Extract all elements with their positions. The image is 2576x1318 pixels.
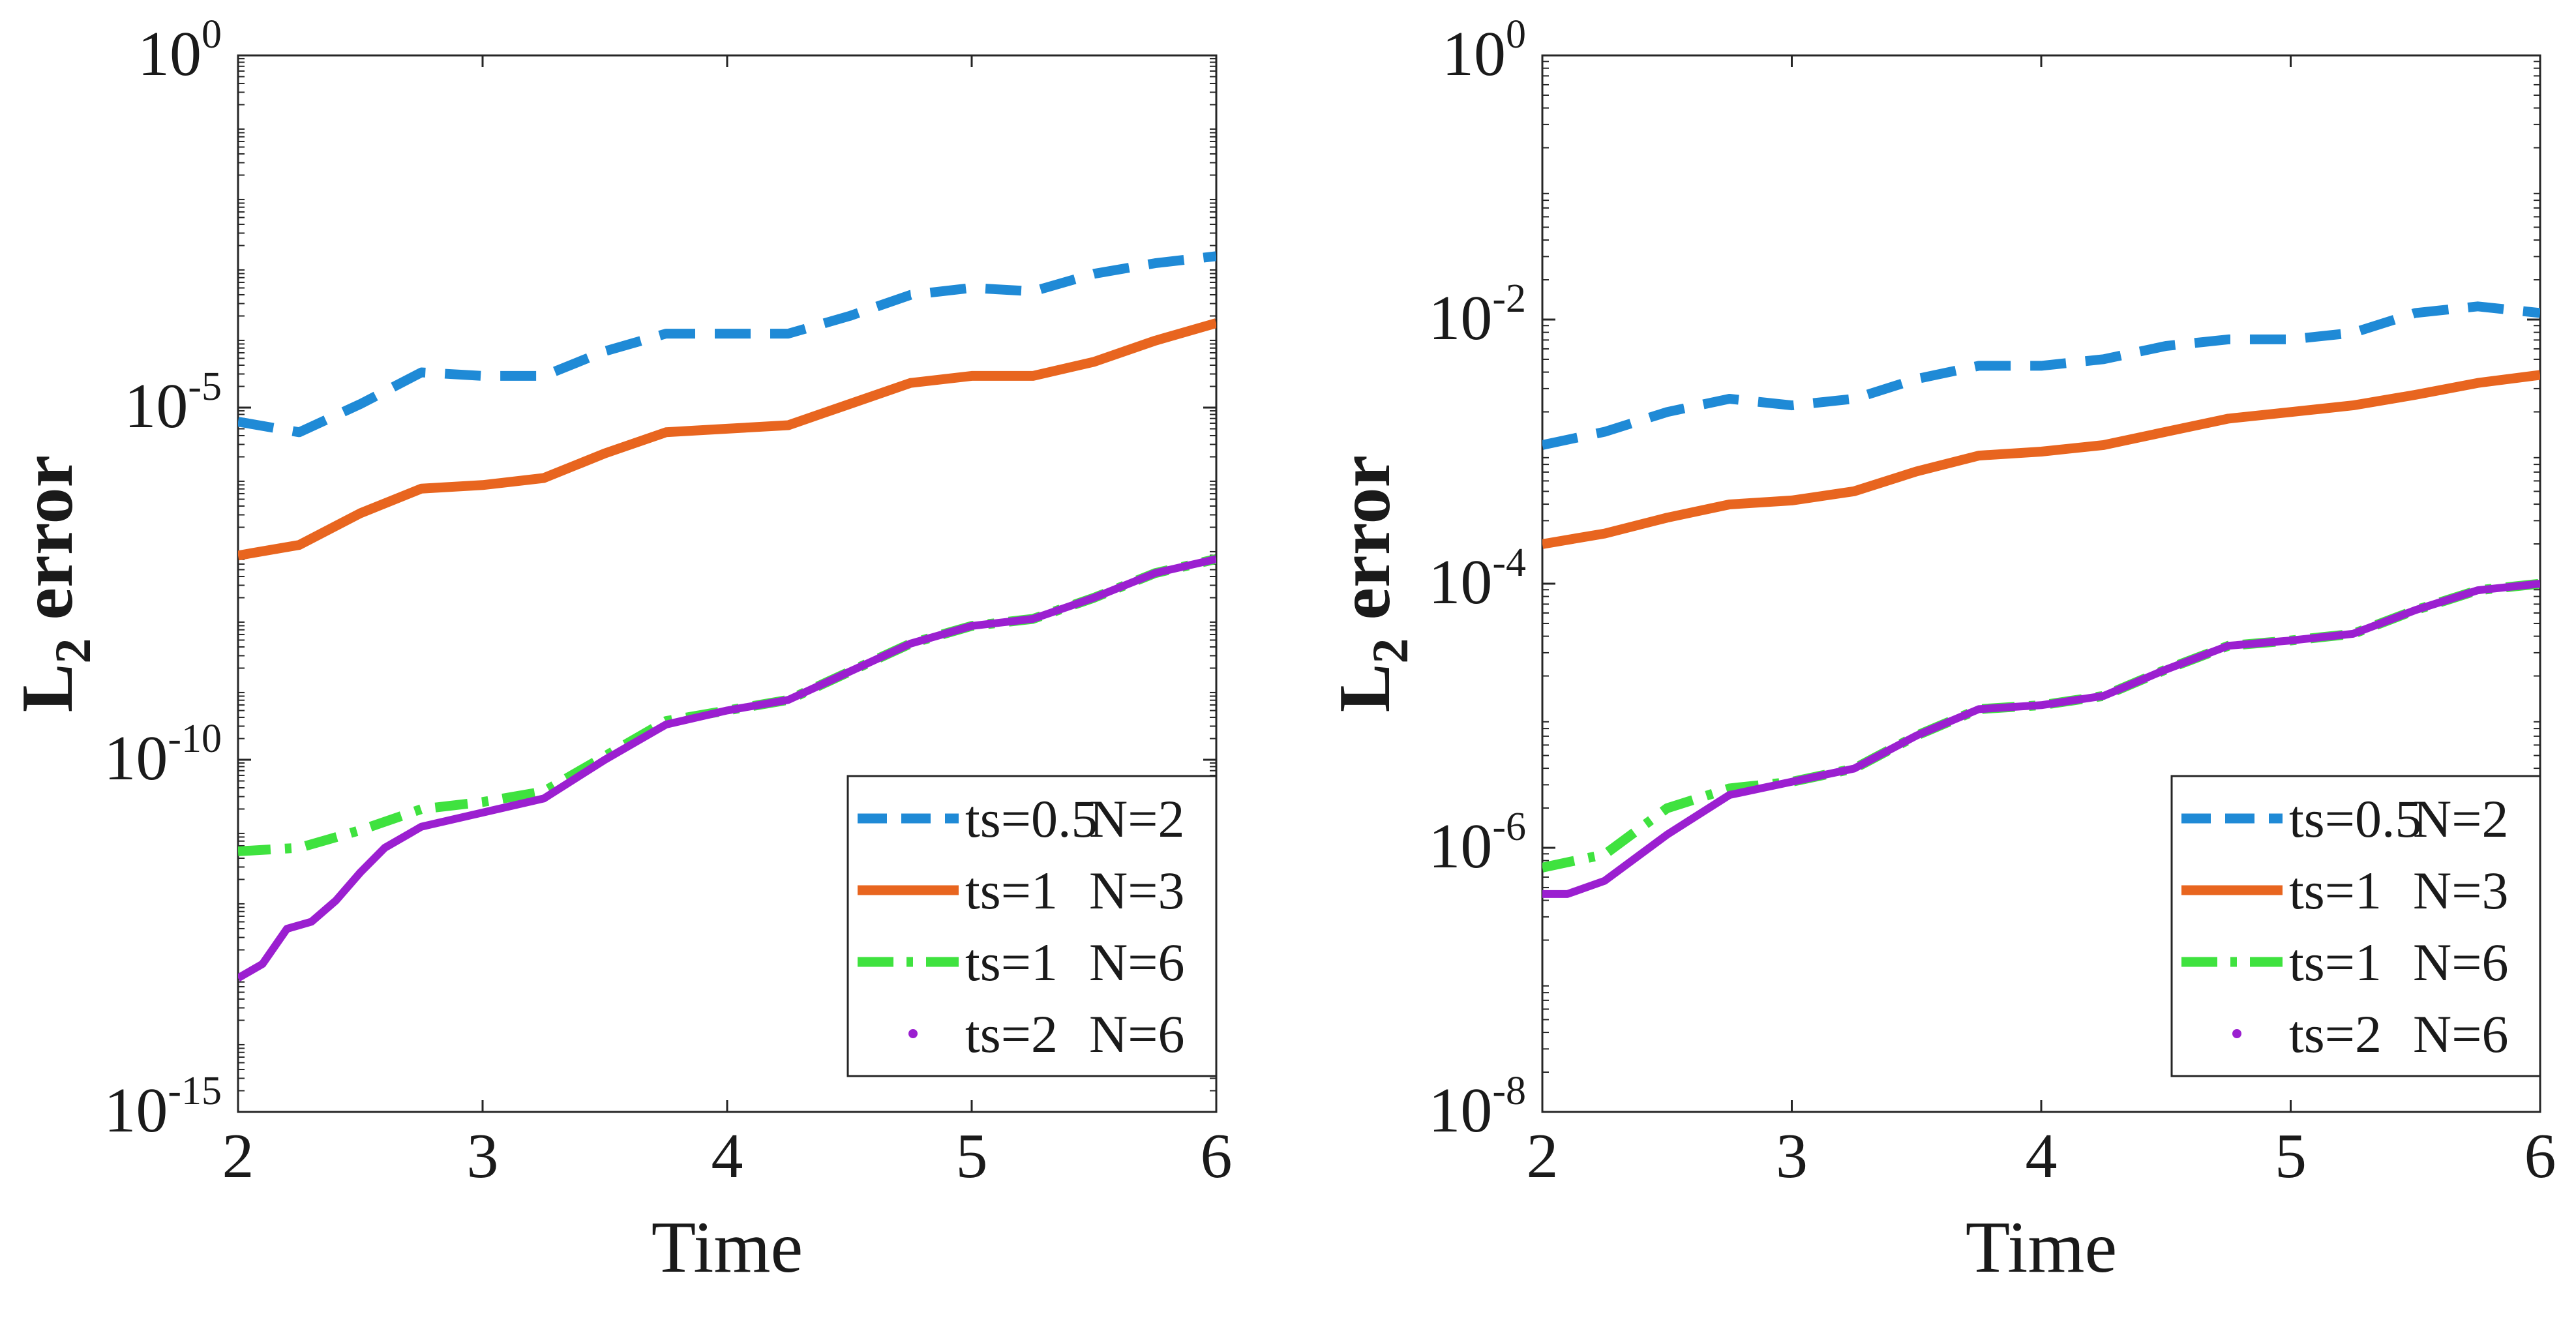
x-axis-title: Time <box>1966 1207 2117 1288</box>
x-axis-title: Time <box>651 1207 803 1288</box>
x-tick-label: 3 <box>467 1121 499 1191</box>
y-tick-label: 10-15 <box>104 1069 222 1146</box>
x-tick-label: 6 <box>2524 1121 2556 1191</box>
legend-label-n-2: N=6 <box>1089 933 1184 992</box>
legend-label-0: ts=0.5 <box>965 789 1098 848</box>
y-axis-title: L2 error <box>1325 455 1418 713</box>
legend-label-1: ts=1 <box>2289 861 2382 920</box>
x-tick-label: 2 <box>1527 1121 1559 1191</box>
legend-label-n-2: N=6 <box>2413 933 2508 992</box>
y-tick-label: 10-8 <box>1428 1069 1526 1146</box>
y-axis-title: L2 error <box>7 455 101 713</box>
legend-label-n-3: N=6 <box>1089 1004 1184 1064</box>
y-tick-label: 10-10 <box>104 717 222 794</box>
legend-label-0: ts=0.5 <box>2289 789 2421 848</box>
y-tick-label: 10-2 <box>1428 277 1526 353</box>
x-tick-label: 3 <box>1776 1121 1808 1191</box>
series-line-2 <box>1542 578 2540 873</box>
legend-box <box>846 775 1218 1077</box>
series-line-3 <box>238 555 1216 981</box>
legend-label-n-1: N=3 <box>1089 861 1184 920</box>
series-line-1 <box>1542 370 2540 549</box>
legend-label-3: ts=2 <box>2289 1004 2382 1064</box>
x-tick-label: 2 <box>222 1121 254 1191</box>
series-line-3 <box>1542 580 2540 898</box>
legend-label-n-0: N=2 <box>2413 789 2508 848</box>
series-line-2 <box>238 554 1216 856</box>
legend-label-n-0: N=2 <box>1089 789 1184 848</box>
legend-label-3: ts=2 <box>965 1004 1058 1064</box>
legend-label-1: ts=1 <box>965 861 1058 920</box>
right-chart-panel: 2 3 4 5 6 100 10-2 10-4 10-6 10-8 Time L2 error ts=0… <box>1325 12 2556 1288</box>
x-tick-label: 4 <box>2026 1121 2058 1191</box>
legend: ts=0.5N=2 ts=1 N=3 ts=1 N=6 ts=2 N=6 <box>2170 775 2541 1077</box>
series-line-0 <box>1542 301 2540 450</box>
x-tick-label: 5 <box>956 1121 988 1191</box>
legend-label-2: ts=1 <box>2289 933 2382 992</box>
legend-box <box>2170 775 2541 1077</box>
y-tick-label: 10-5 <box>124 365 222 442</box>
y-tick-label: 100 <box>138 12 222 89</box>
legend-label-n-1: N=3 <box>2413 861 2508 920</box>
legend: ts=0.5N=2 ts=1 N=3 ts=1 N=6 ts=2 N=6 <box>846 775 1218 1077</box>
series-line-0 <box>238 251 1216 438</box>
x-tick-label: 5 <box>2275 1121 2307 1191</box>
y-tick-label: 10-4 <box>1428 541 1526 618</box>
y-tick-label: 10-6 <box>1428 805 1526 882</box>
x-tick-label: 6 <box>1201 1121 1233 1191</box>
legend-label-2: ts=1 <box>965 933 1058 992</box>
legend-label-n-3: N=6 <box>2413 1004 2508 1064</box>
legend-marker-3 <box>2232 1029 2241 1038</box>
series-line-1 <box>238 318 1216 561</box>
left-chart-panel: 2 3 4 5 6 100 10-5 10-10 10-15 Time L2 error ts=0.5… <box>7 12 1233 1288</box>
legend-marker-3 <box>908 1029 918 1038</box>
y-tick-label: 100 <box>1442 12 1526 89</box>
x-tick-label: 4 <box>711 1121 743 1191</box>
